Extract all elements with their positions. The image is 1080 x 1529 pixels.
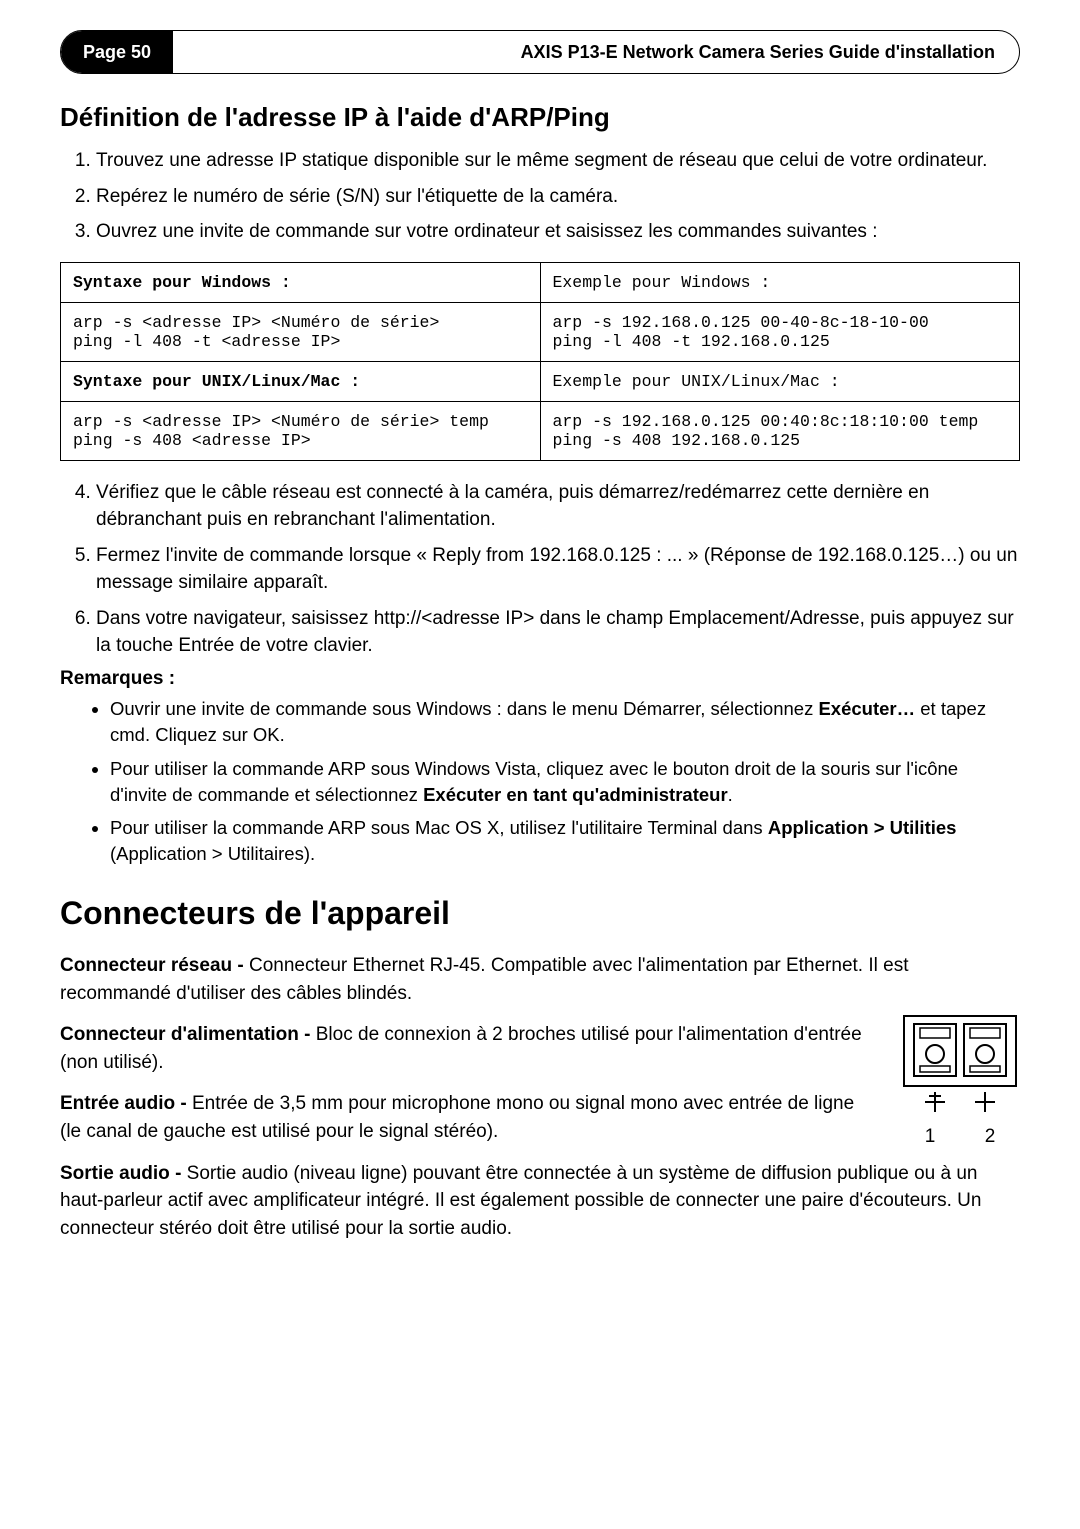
table-header-cell: Syntaxe pour UNIX/Linux/Mac :	[61, 361, 541, 401]
remark-bold: Application > Utilities	[768, 817, 957, 838]
remark-item: Ouvrir une invite de commande sous Windo…	[110, 696, 1020, 748]
steps-list-a: Trouvez une adresse IP statique disponib…	[60, 147, 1020, 246]
remark-item: Pour utiliser la commande ARP sous Windo…	[110, 756, 1020, 808]
remark-text: Ouvrir une invite de commande sous Windo…	[110, 698, 818, 719]
step-item: Repérez le numéro de série (S/N) sur l'é…	[96, 183, 1020, 211]
diagram-label-2: 2	[985, 1126, 996, 1148]
connector-label: Sortie audio -	[60, 1163, 181, 1184]
connector-label: Connecteur d'alimentation -	[60, 1024, 310, 1045]
remark-text: .	[728, 784, 733, 805]
step-item: Vérifiez que le câble réseau est connect…	[96, 479, 1020, 534]
section-heading-connectors: Connecteurs de l'appareil	[60, 895, 1020, 932]
step-item: Dans votre navigateur, saisissez http://…	[96, 605, 1020, 660]
remark-text: (Application > Utilitaires).	[110, 843, 315, 864]
connector-diagram-svg	[900, 1014, 1020, 1124]
steps-list-b: Vérifiez que le câble réseau est connect…	[60, 479, 1020, 660]
connector-label: Connecteur réseau -	[60, 955, 244, 976]
connector-diagram: 1 2	[900, 1014, 1020, 1148]
connector-audio-in: Entrée audio - Entrée de 3,5 mm pour mic…	[60, 1090, 1020, 1145]
remarks-label: Remarques :	[60, 668, 1020, 690]
connector-text: Sortie audio (niveau ligne) pouvant être…	[60, 1163, 981, 1239]
connector-label: Entrée audio -	[60, 1093, 187, 1114]
table-cell: arp -s <adresse IP> <Numéro de série> pi…	[61, 302, 541, 361]
doc-title: AXIS P13-E Network Camera Series Guide d…	[173, 42, 1019, 63]
table-header-cell: Exemple pour UNIX/Linux/Mac :	[540, 361, 1020, 401]
remark-text: Pour utiliser la commande ARP sous Mac O…	[110, 817, 768, 838]
section-heading-arp: Définition de l'adresse IP à l'aide d'AR…	[60, 102, 1020, 133]
remark-item: Pour utiliser la commande ARP sous Mac O…	[110, 815, 1020, 867]
table-header-cell: Syntaxe pour Windows :	[61, 262, 541, 302]
remark-bold: Exécuter…	[818, 698, 915, 719]
table-cell: arp -s 192.168.0.125 00-40-8c-18-10-00 p…	[540, 302, 1020, 361]
connector-power: Connecteur d'alimentation - Bloc de conn…	[60, 1021, 1020, 1076]
step-item: Trouvez une adresse IP statique disponib…	[96, 147, 1020, 175]
command-table: Syntaxe pour Windows : Exemple pour Wind…	[60, 262, 1020, 461]
page-header: Page 50 AXIS P13-E Network Camera Series…	[60, 30, 1020, 74]
table-cell: arp -s 192.168.0.125 00:40:8c:18:10:00 t…	[540, 401, 1020, 460]
remark-bold: Exécuter en tant qu'administrateur	[423, 784, 728, 805]
connector-audio-out: Sortie audio - Sortie audio (niveau lign…	[60, 1160, 1020, 1243]
connectors-section: 1 2 Connecteur réseau - Connecteur Ether…	[60, 952, 1020, 1242]
connector-network: Connecteur réseau - Connecteur Ethernet …	[60, 952, 1020, 1007]
step-item: Fermez l'invite de commande lorsque « Re…	[96, 542, 1020, 597]
remarks-list: Ouvrir une invite de commande sous Windo…	[60, 696, 1020, 867]
page-number-pill: Page 50	[61, 31, 173, 73]
table-header-cell: Exemple pour Windows :	[540, 262, 1020, 302]
diagram-label-1: 1	[925, 1126, 936, 1148]
step-item: Ouvrez une invite de commande sur votre …	[96, 218, 1020, 246]
table-cell: arp -s <adresse IP> <Numéro de série> te…	[61, 401, 541, 460]
